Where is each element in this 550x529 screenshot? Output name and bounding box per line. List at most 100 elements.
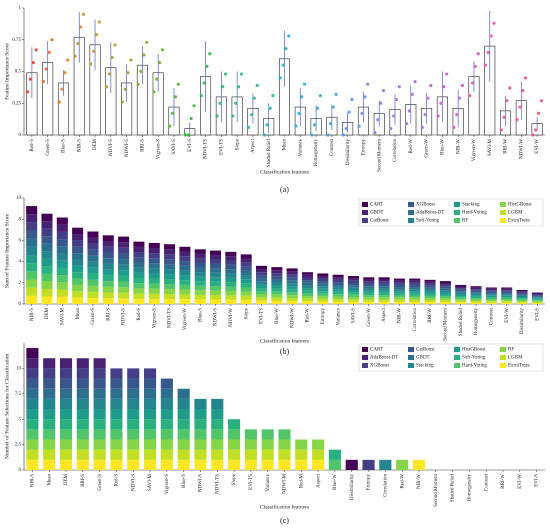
bar-segment — [102, 258, 114, 264]
bar-segment — [87, 255, 99, 262]
bar-segment — [118, 270, 130, 276]
bar-segment — [347, 290, 359, 293]
bar-segment — [485, 290, 497, 292]
data-point — [60, 87, 64, 91]
bar-segment — [378, 281, 390, 284]
bar-segment — [87, 267, 99, 274]
bar-segment — [102, 281, 114, 287]
legend-label: GBDT — [370, 211, 384, 216]
bar-segment — [424, 281, 436, 284]
x-tick-label: Dissimilarity — [346, 139, 351, 166]
bar-segment — [127, 449, 140, 460]
bar-segment — [312, 459, 325, 470]
bar-segment — [255, 269, 268, 273]
bar-segment — [286, 298, 298, 302]
bar-segment — [194, 253, 206, 259]
bar-segment — [378, 299, 390, 302]
data-point — [189, 116, 193, 121]
bar-segment — [393, 293, 405, 296]
x-tick-label: Entropy — [321, 308, 326, 325]
legend-label: CART — [370, 203, 383, 208]
x-tick-label: Slope — [235, 138, 240, 150]
bar-segment — [295, 459, 308, 470]
bar-segment — [210, 299, 222, 304]
bar-segment — [164, 274, 176, 280]
data-point — [521, 88, 525, 93]
bar-segment — [93, 409, 106, 420]
data-point — [158, 61, 162, 65]
legend-swatch — [408, 218, 414, 223]
bar-segment — [93, 419, 106, 430]
bar-segment — [194, 258, 206, 263]
x-tick-label: Second Moment — [434, 473, 439, 507]
data-point — [473, 64, 477, 69]
bar-segment — [301, 298, 314, 302]
bar-segment — [127, 388, 140, 399]
bar-segment — [41, 273, 53, 282]
bar-segment — [240, 266, 252, 271]
bar-segment — [72, 240, 84, 247]
x-tick-label: EVI-TS — [219, 139, 224, 155]
data-point — [107, 72, 112, 76]
bar-segment — [255, 297, 268, 301]
data-point — [155, 77, 159, 81]
bar-segment — [347, 285, 359, 288]
bar-segment — [148, 263, 160, 269]
bar-segment — [424, 299, 436, 302]
bar-segment — [102, 292, 114, 299]
legend-label: Soft-Voting — [416, 219, 440, 224]
bar-segment — [424, 289, 436, 292]
x-tick-label: Vigreen-W — [472, 139, 477, 161]
data-point — [79, 25, 83, 29]
bar-segment — [332, 282, 344, 285]
bar-segment — [93, 358, 106, 369]
bar-segment — [26, 255, 38, 264]
x-tick-label: Vigreen-S — [165, 474, 170, 494]
data-point — [218, 101, 222, 105]
bar-segment — [393, 284, 405, 288]
bar-segment — [26, 449, 39, 460]
data-point — [423, 113, 427, 117]
bar-segment — [72, 265, 84, 273]
bar-segment — [26, 358, 39, 369]
bar-segment — [516, 292, 528, 294]
x-tick-label: Homogeneity — [474, 308, 479, 336]
bar-segment — [87, 237, 99, 244]
bar-segment — [439, 300, 451, 303]
x-tick-label: EVI-W — [505, 308, 510, 323]
bar-segment — [76, 398, 89, 410]
bar-segment — [409, 280, 421, 283]
bar-segment — [363, 299, 375, 302]
bar-segment — [255, 272, 268, 276]
legend-swatch — [362, 347, 368, 352]
bar-segment — [87, 297, 99, 304]
data-point — [239, 72, 243, 76]
legend-label: XGBoost — [370, 364, 390, 369]
bar-segment — [378, 290, 390, 293]
bar-segment — [177, 398, 190, 410]
legend-swatch — [454, 363, 460, 368]
bar-segment — [76, 409, 89, 420]
bar-segment — [328, 449, 341, 460]
y-tick-label: 10 — [16, 367, 22, 372]
data-point — [281, 63, 285, 67]
data-point — [389, 127, 393, 131]
bar-segment — [409, 284, 421, 288]
bar-segment — [317, 301, 329, 304]
bar-segment — [41, 258, 53, 267]
bar-segment — [255, 291, 268, 295]
x-tick-label: Shaded Relief — [267, 139, 272, 168]
data-point — [420, 125, 424, 129]
bar-segment — [143, 449, 157, 460]
bar-segment — [225, 290, 237, 296]
bar-segment — [501, 288, 513, 291]
bar-segment — [56, 217, 68, 225]
bar-segment — [470, 289, 482, 291]
bar-segment — [516, 302, 528, 304]
bar-segment — [485, 292, 497, 295]
x-tick-label: Contrast — [330, 138, 335, 156]
bar-segment — [164, 269, 176, 275]
bar-segment — [286, 268, 298, 272]
x-tick-label: Blue-S — [198, 308, 203, 322]
bar-segment — [225, 251, 237, 257]
